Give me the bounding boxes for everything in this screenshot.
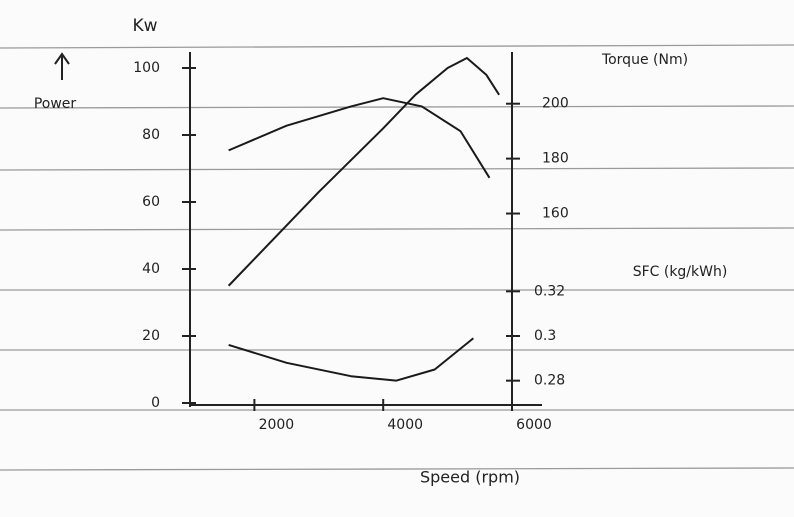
x-label: Speed (rpm) <box>420 468 520 487</box>
paper <box>0 0 794 517</box>
y3-label: SFC (kg/kWh) <box>633 264 728 280</box>
y3-tick-label: 0.32 <box>534 283 565 299</box>
y-tick-label: 0 <box>151 395 160 411</box>
x-tick-label: 4000 <box>387 417 423 433</box>
y-tick-label: 40 <box>142 261 160 277</box>
y-unit: Kw <box>132 16 157 36</box>
y3-tick-label: 0.3 <box>534 328 556 344</box>
y-label: Power <box>34 96 77 112</box>
y-tick-label: 100 <box>133 60 160 76</box>
y3-tick-label: 0.28 <box>534 373 565 389</box>
y2-tick-label: 200 <box>542 96 569 112</box>
x-tick-label: 6000 <box>516 417 552 433</box>
y2-label: Torque (Nm) <box>601 52 688 68</box>
y-tick-label: 60 <box>142 194 160 210</box>
y-tick-label: 20 <box>142 328 160 344</box>
y2-tick-label: 180 <box>542 151 569 167</box>
x-tick-label: 2000 <box>259 417 295 433</box>
chart: Kw Power Torque (Nm) SFC (kg/kWh) Speed … <box>0 0 794 517</box>
y-tick-label: 80 <box>142 127 160 143</box>
y2-tick-label: 160 <box>542 206 569 222</box>
